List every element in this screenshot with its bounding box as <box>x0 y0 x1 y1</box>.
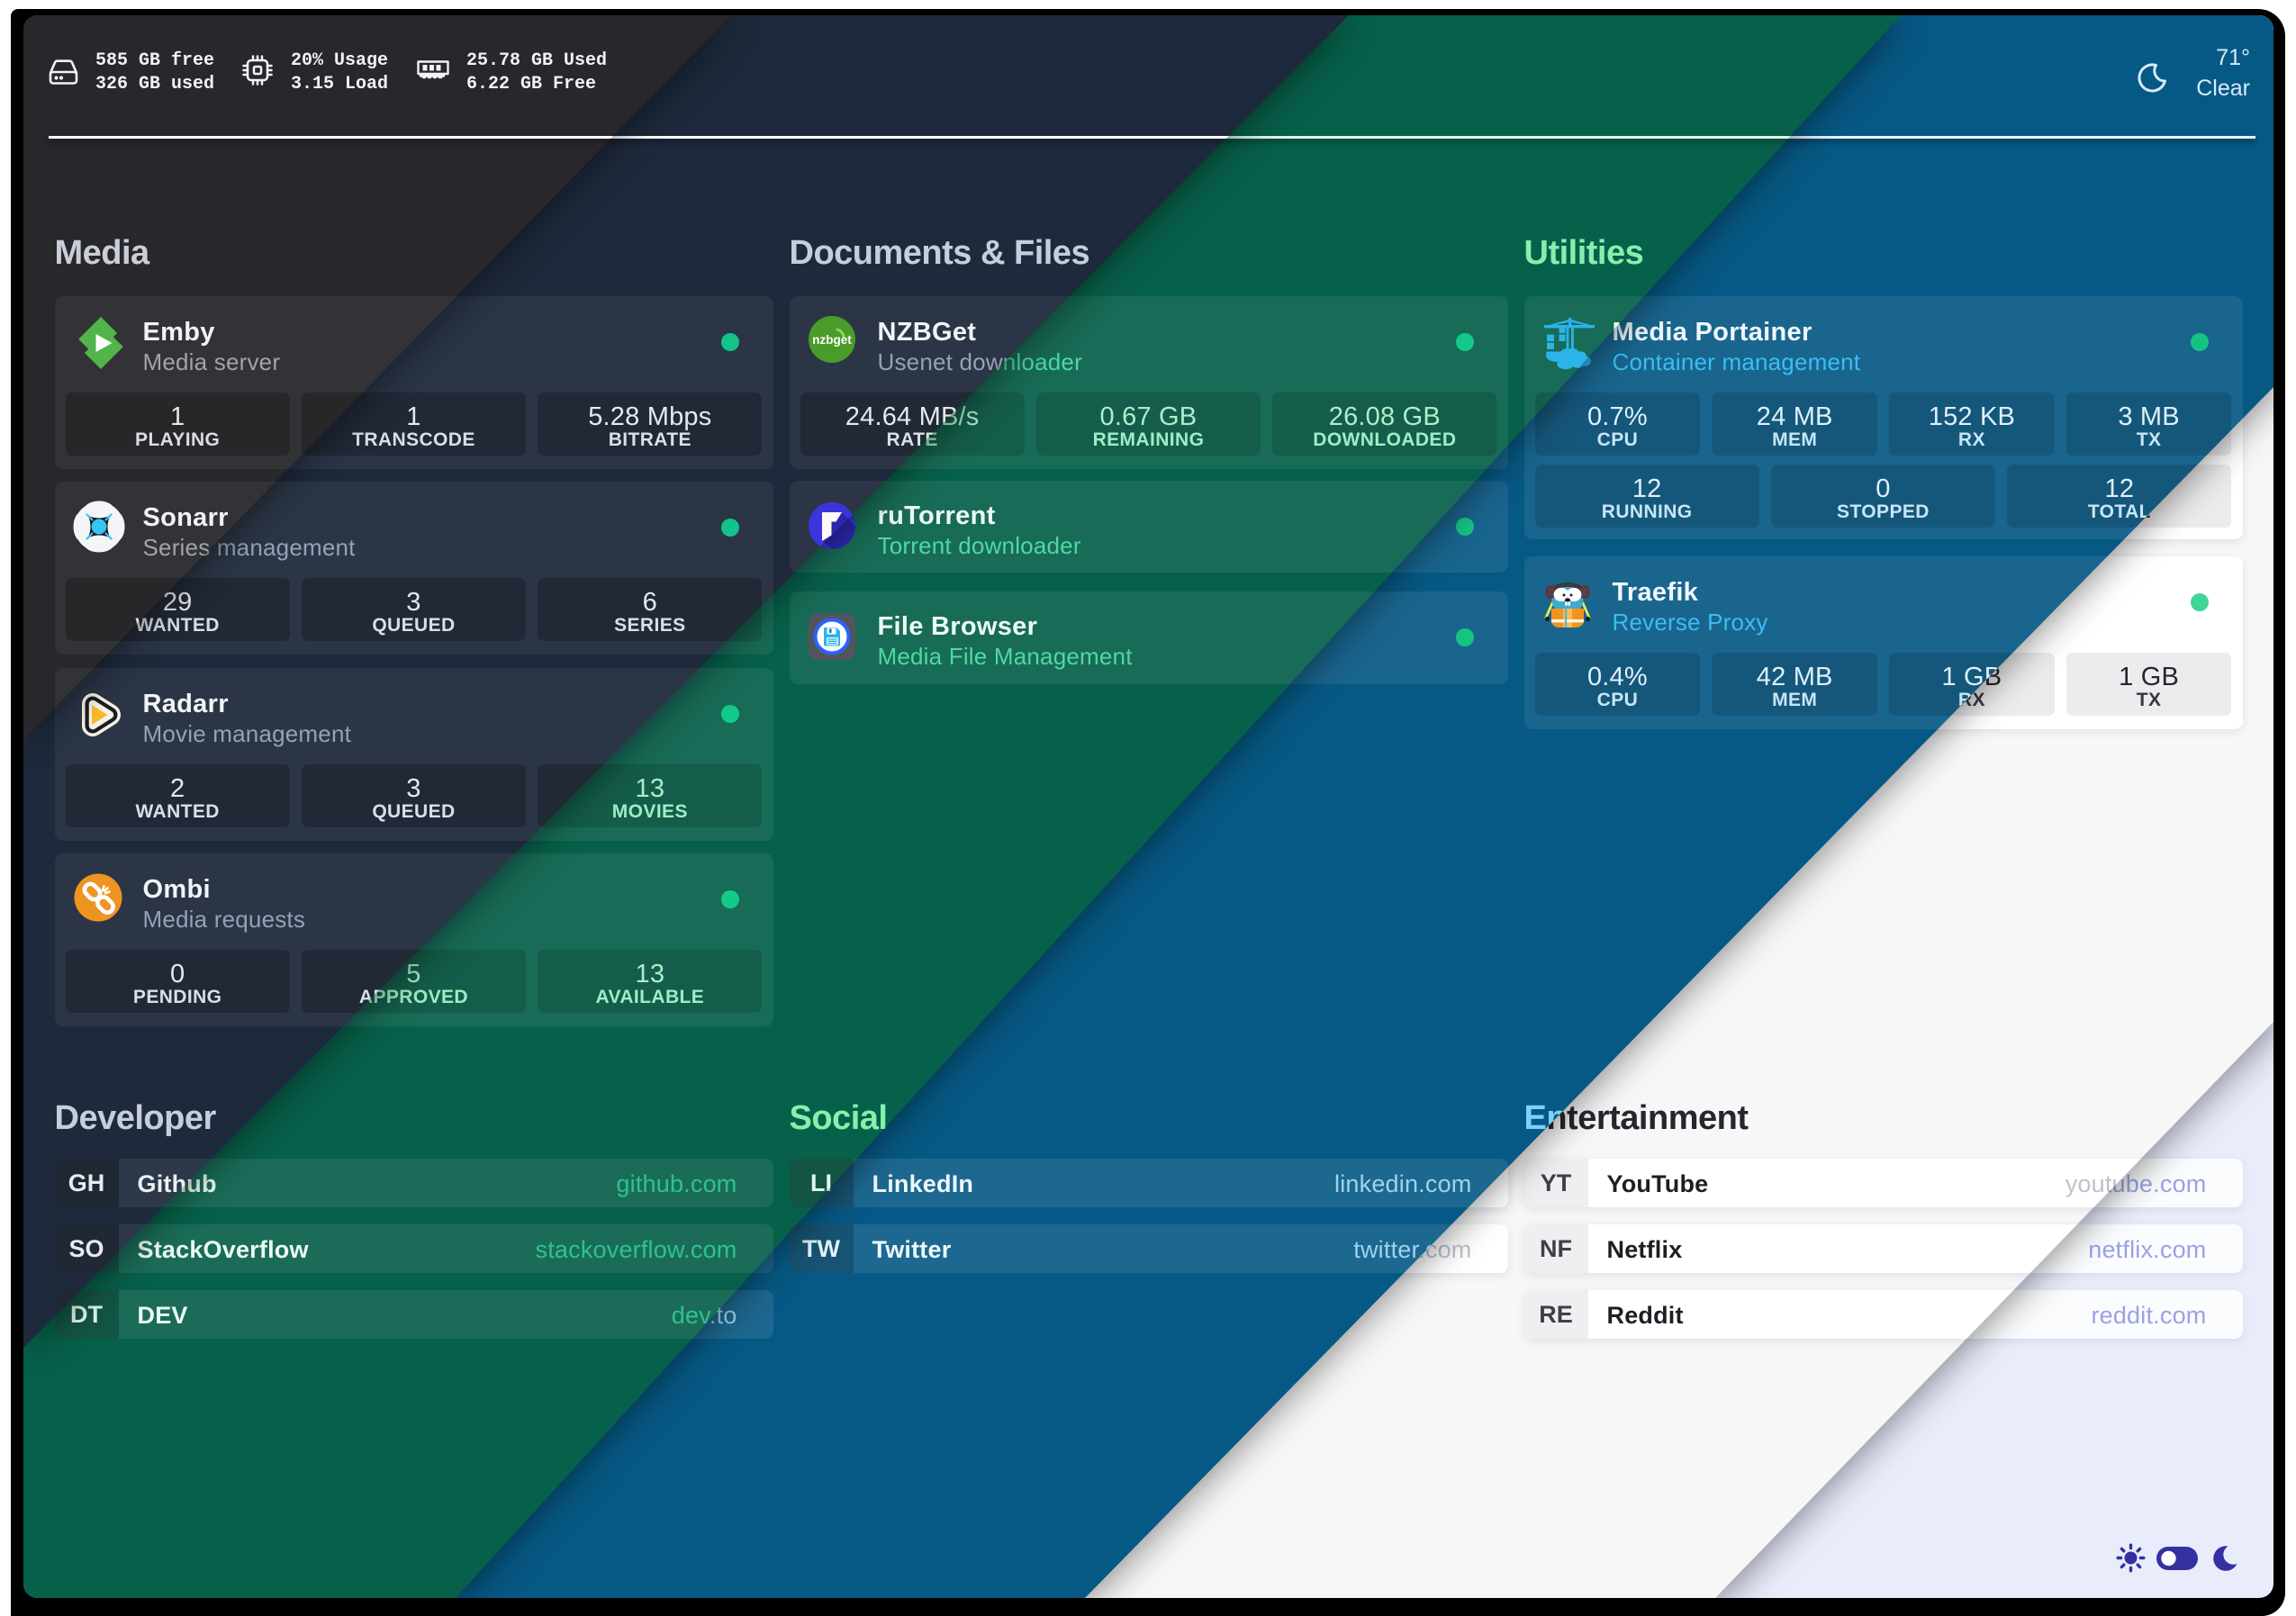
svg-text:nzbget: nzbget <box>812 333 852 347</box>
svg-text:nzbget: nzbget <box>812 333 852 347</box>
